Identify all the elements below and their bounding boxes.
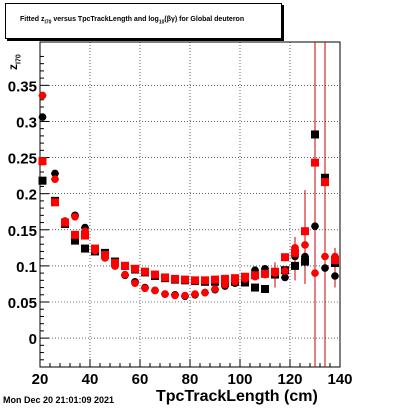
data-points [38,91,339,301]
data-point-circle [61,217,69,225]
y-axis-label-text: zI70 [6,54,22,70]
data-point-square [291,248,299,257]
data-point-square [141,267,149,276]
data-point-circle [311,269,319,277]
data-point-circle [91,246,99,255]
y-tick-label: 0.2 [16,187,37,204]
x-tick-label: 100 [227,371,252,388]
grid [40,42,340,367]
data-point-circle [81,227,89,236]
y-label-main: z [6,64,20,70]
data-point-circle [211,285,219,293]
data-point-square [121,261,129,270]
data-point-circle [38,113,47,121]
data-point-circle [201,288,209,297]
data-point-square [38,176,47,185]
x-tick-label: 20 [32,371,49,388]
title-sub: 10 [158,19,165,26]
data-point-circle [221,280,229,289]
data-point-square [81,231,89,240]
data-point-circle [181,291,189,300]
data-point-circle [171,291,179,300]
data-point-circle [151,286,159,295]
data-point-square [251,283,259,292]
data-point-circle [291,244,299,252]
y-tick-label: 0.25 [8,151,37,168]
data-point-circle [191,290,199,298]
data-point-square [321,178,329,187]
title-part: (βγ) for Global deuteron [164,16,245,23]
y-tick-label: 0.3 [16,114,37,131]
data-point-circle [51,169,59,178]
data-point-square [71,230,79,239]
data-point-circle [71,212,79,221]
chart-title-box: Fitted zI70 versus TpcTrackLength and lo… [5,3,282,39]
timestamp-footer: Mon Dec 20 21:01:09 2021 [3,395,115,405]
data-point-square [261,285,269,293]
data-point-square [131,264,139,273]
data-point-square [291,261,299,270]
data-point-square [71,236,79,245]
data-point-circle [321,252,329,261]
y-label-sub: I70 [15,54,23,64]
data-point-circle [321,264,329,272]
data-point-square [191,276,199,285]
y-tick-label: 0.35 [8,78,37,95]
y-tick-label: 0.15 [8,223,37,240]
data-point-circle [121,270,129,279]
data-point-circle [331,272,339,280]
data-point-circle [241,275,249,283]
data-point-square [151,270,159,279]
data-point-square [161,273,169,282]
data-point-circle [251,272,259,281]
data-point-circle [281,267,289,275]
error-bars [274,42,336,367]
data-point-circle [281,273,289,282]
data-point-square [211,275,219,284]
data-point-square [321,173,329,182]
data-point-square [311,130,319,139]
data-point-circle [311,222,319,230]
data-point-circle [141,284,149,293]
data-point-circle [331,252,339,261]
data-point-square [301,257,309,266]
tick-labels: 20 40 60 80 100 120 140 0 0.05 0.1 0.15 0.2 0.25 0.3 0… [8,78,353,388]
title-part: Fitted z [20,16,45,23]
chart-title: Fitted zI70 versus TpcTrackLength and lo… [20,16,244,25]
data-point-circle [301,252,309,261]
data-point-circle [131,279,139,288]
data-point-circle [111,262,119,270]
x-tick-label: 120 [277,371,302,388]
data-point-square [81,244,89,253]
data-point-square [301,227,309,236]
title-part: versus TpcTrackLength and log [51,16,159,23]
data-point-circle [161,290,169,298]
x-tick-label: 40 [82,371,99,388]
data-point-circle [51,175,59,184]
data-point-circle [231,277,239,286]
data-point-square [171,274,179,283]
data-point-circle [38,91,47,100]
y-tick-label: 0.1 [16,259,37,276]
data-point-square [221,274,229,283]
x-tick-label: 80 [182,371,199,388]
data-point-square [181,275,189,284]
y-tick-label: 0.05 [8,295,37,312]
data-point-square [311,158,319,167]
x-tick-label: 140 [327,371,352,388]
data-point-square [201,276,209,285]
data-point-circle [301,241,309,249]
data-point-square [281,253,289,262]
data-point-circle [271,269,279,277]
y-axis-label: zI70 [4,42,22,72]
y-tick-label: 0 [29,331,37,348]
data-point-square [51,198,59,207]
data-point-square [38,157,47,166]
title-sub: I70 [44,19,52,26]
data-point-circle [261,270,269,279]
data-point-circle [101,254,109,262]
x-tick-label: 60 [132,371,149,388]
x-axis-label: TpcTrackLength (cm) [156,388,318,405]
